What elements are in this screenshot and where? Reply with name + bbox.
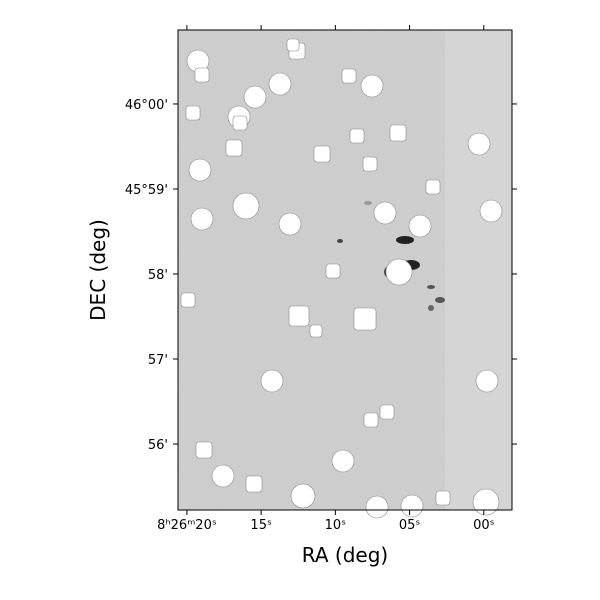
masked-source <box>325 263 341 279</box>
masked-source <box>243 85 267 109</box>
masked-source <box>349 128 365 144</box>
y-tick-label: 45°59' <box>125 183 168 198</box>
masked-source <box>188 158 212 182</box>
masked-source <box>435 490 451 506</box>
masked-source <box>385 258 413 286</box>
masked-source <box>425 179 441 195</box>
y-axis-label: DEC (deg) <box>86 219 110 321</box>
masked-source <box>400 494 424 518</box>
x-tick-label: 10ˢ <box>325 518 347 533</box>
masked-source <box>260 369 284 393</box>
masked-source <box>286 38 300 52</box>
masked-source <box>180 292 196 308</box>
masked-source <box>362 156 378 172</box>
sky-image <box>178 30 512 519</box>
masked-source <box>408 214 432 238</box>
masked-source <box>232 192 260 220</box>
masked-source <box>288 305 310 327</box>
masked-source <box>475 369 499 393</box>
masked-source <box>353 307 377 331</box>
y-tick-label: 57' <box>148 353 168 368</box>
masked-source <box>331 449 355 473</box>
y-tick-label: 46°00' <box>125 98 168 113</box>
masked-source <box>363 412 379 428</box>
masked-source <box>195 441 213 459</box>
masked-source <box>309 324 323 338</box>
masked-source <box>268 72 292 96</box>
masked-source <box>211 464 235 488</box>
masked-source <box>379 404 395 420</box>
masked-source <box>479 199 503 223</box>
axes-frame <box>177 29 513 511</box>
masked-source <box>313 145 331 163</box>
y-tick-label: 58' <box>148 268 168 283</box>
masked-source <box>389 124 407 142</box>
x-axis-label: RA (deg) <box>302 543 388 567</box>
x-tick-label: 00ˢ <box>473 518 495 533</box>
y-tick-label: 56' <box>148 438 168 453</box>
x-tick-label: 8ʰ26ᵐ20ˢ <box>157 518 217 533</box>
masked-source <box>373 201 397 225</box>
masked-source <box>360 74 384 98</box>
masked-source <box>341 68 357 84</box>
masked-source <box>365 495 389 519</box>
masked-source <box>225 139 243 157</box>
masked-source <box>290 483 316 509</box>
masked-source <box>467 132 491 156</box>
masked-source <box>185 105 201 121</box>
x-tick-label: 05ˢ <box>399 518 421 533</box>
masked-source <box>278 212 302 236</box>
masked-source <box>190 207 214 231</box>
x-tick-label: 15ˢ <box>250 518 272 533</box>
masked-source <box>232 115 248 131</box>
masked-source <box>194 67 210 83</box>
masked-source <box>472 488 500 516</box>
masked-source <box>245 475 263 493</box>
